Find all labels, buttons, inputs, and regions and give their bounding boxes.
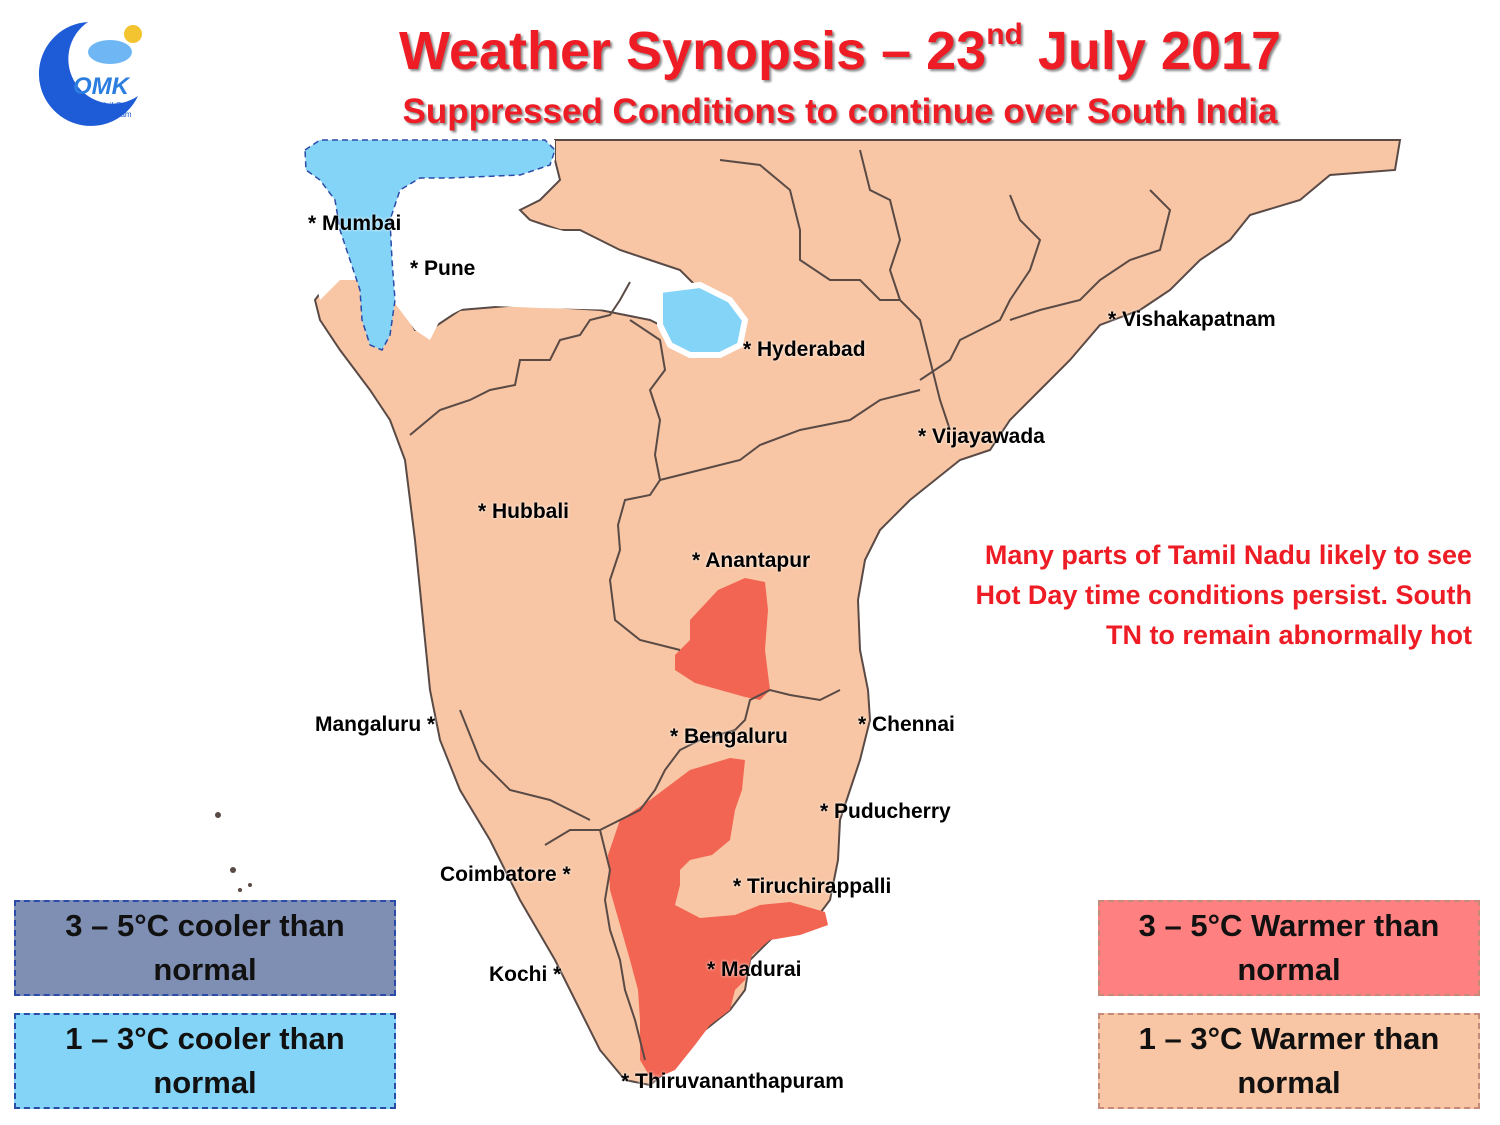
title-sup: nd	[986, 18, 1023, 51]
city-label-vishakapatnam: * Vishakapatnam	[1108, 308, 1276, 331]
city-label-puducherry: * Puducherry	[820, 800, 951, 823]
legend-warm-1-3: 1 – 3°C Warmer than normal	[1098, 1013, 1480, 1109]
mumbai-cool-region	[304, 139, 556, 351]
legend-cool-3-5: 3 – 5°C cooler than normal	[14, 900, 396, 996]
page-title: Weather Synopsis – 23nd July 2017	[240, 18, 1440, 82]
logo-line2: Mazhaikkaalam	[76, 110, 132, 119]
title-prefix: Weather Synopsis – 23	[398, 21, 987, 81]
city-label-tiruchirappalli: * Tiruchirappalli	[733, 875, 892, 898]
omk-logo-icon: OMK Chennaiyil Oru Mazhaikkaalam	[38, 22, 142, 126]
city-label-anantapur: * Anantapur	[692, 549, 811, 572]
city-label-hyderabad: * Hyderabad	[743, 338, 866, 361]
hot-region-tamil-nadu	[608, 758, 828, 1080]
city-label-chennai: * Chennai	[858, 713, 955, 736]
page-subtitle: Suppressed Conditions to continue over S…	[402, 92, 1278, 131]
forecast-note: Many parts of Tamil Nadu likely to see H…	[975, 540, 1472, 650]
state-borders	[409, 149, 1172, 1061]
title-suffix: July 2017	[1022, 21, 1282, 81]
city-label-bengaluru: * Bengaluru	[670, 725, 788, 748]
legend-warm-3-5: 3 – 5°C Warmer than normal	[1098, 900, 1480, 996]
city-label-mangaluru: Mangaluru *	[315, 713, 436, 736]
logo-line1: Chennaiyil Oru	[76, 101, 129, 110]
city-label-vijayawada: * Vijayawada	[918, 425, 1045, 448]
city-label-hubbali: * Hubbali	[478, 500, 570, 523]
city-label-madurai: * Madurai	[707, 958, 802, 981]
city-label-thiruvananthapuram: * Thiruvananthapuram	[621, 1070, 844, 1093]
logo-text: OMK	[73, 73, 131, 100]
city-label-coimbatore: Coimbatore *	[440, 863, 571, 886]
legend-cool-1-3: 1 – 3°C cooler than normal	[14, 1013, 396, 1109]
city-label-kochi: Kochi *	[489, 963, 562, 986]
city-label-mumbai: * Mumbai	[308, 212, 402, 235]
hot-region-anantapur	[675, 578, 770, 700]
city-label-pune: * Pune	[410, 257, 476, 280]
hyderabad-cool-region	[657, 281, 749, 358]
